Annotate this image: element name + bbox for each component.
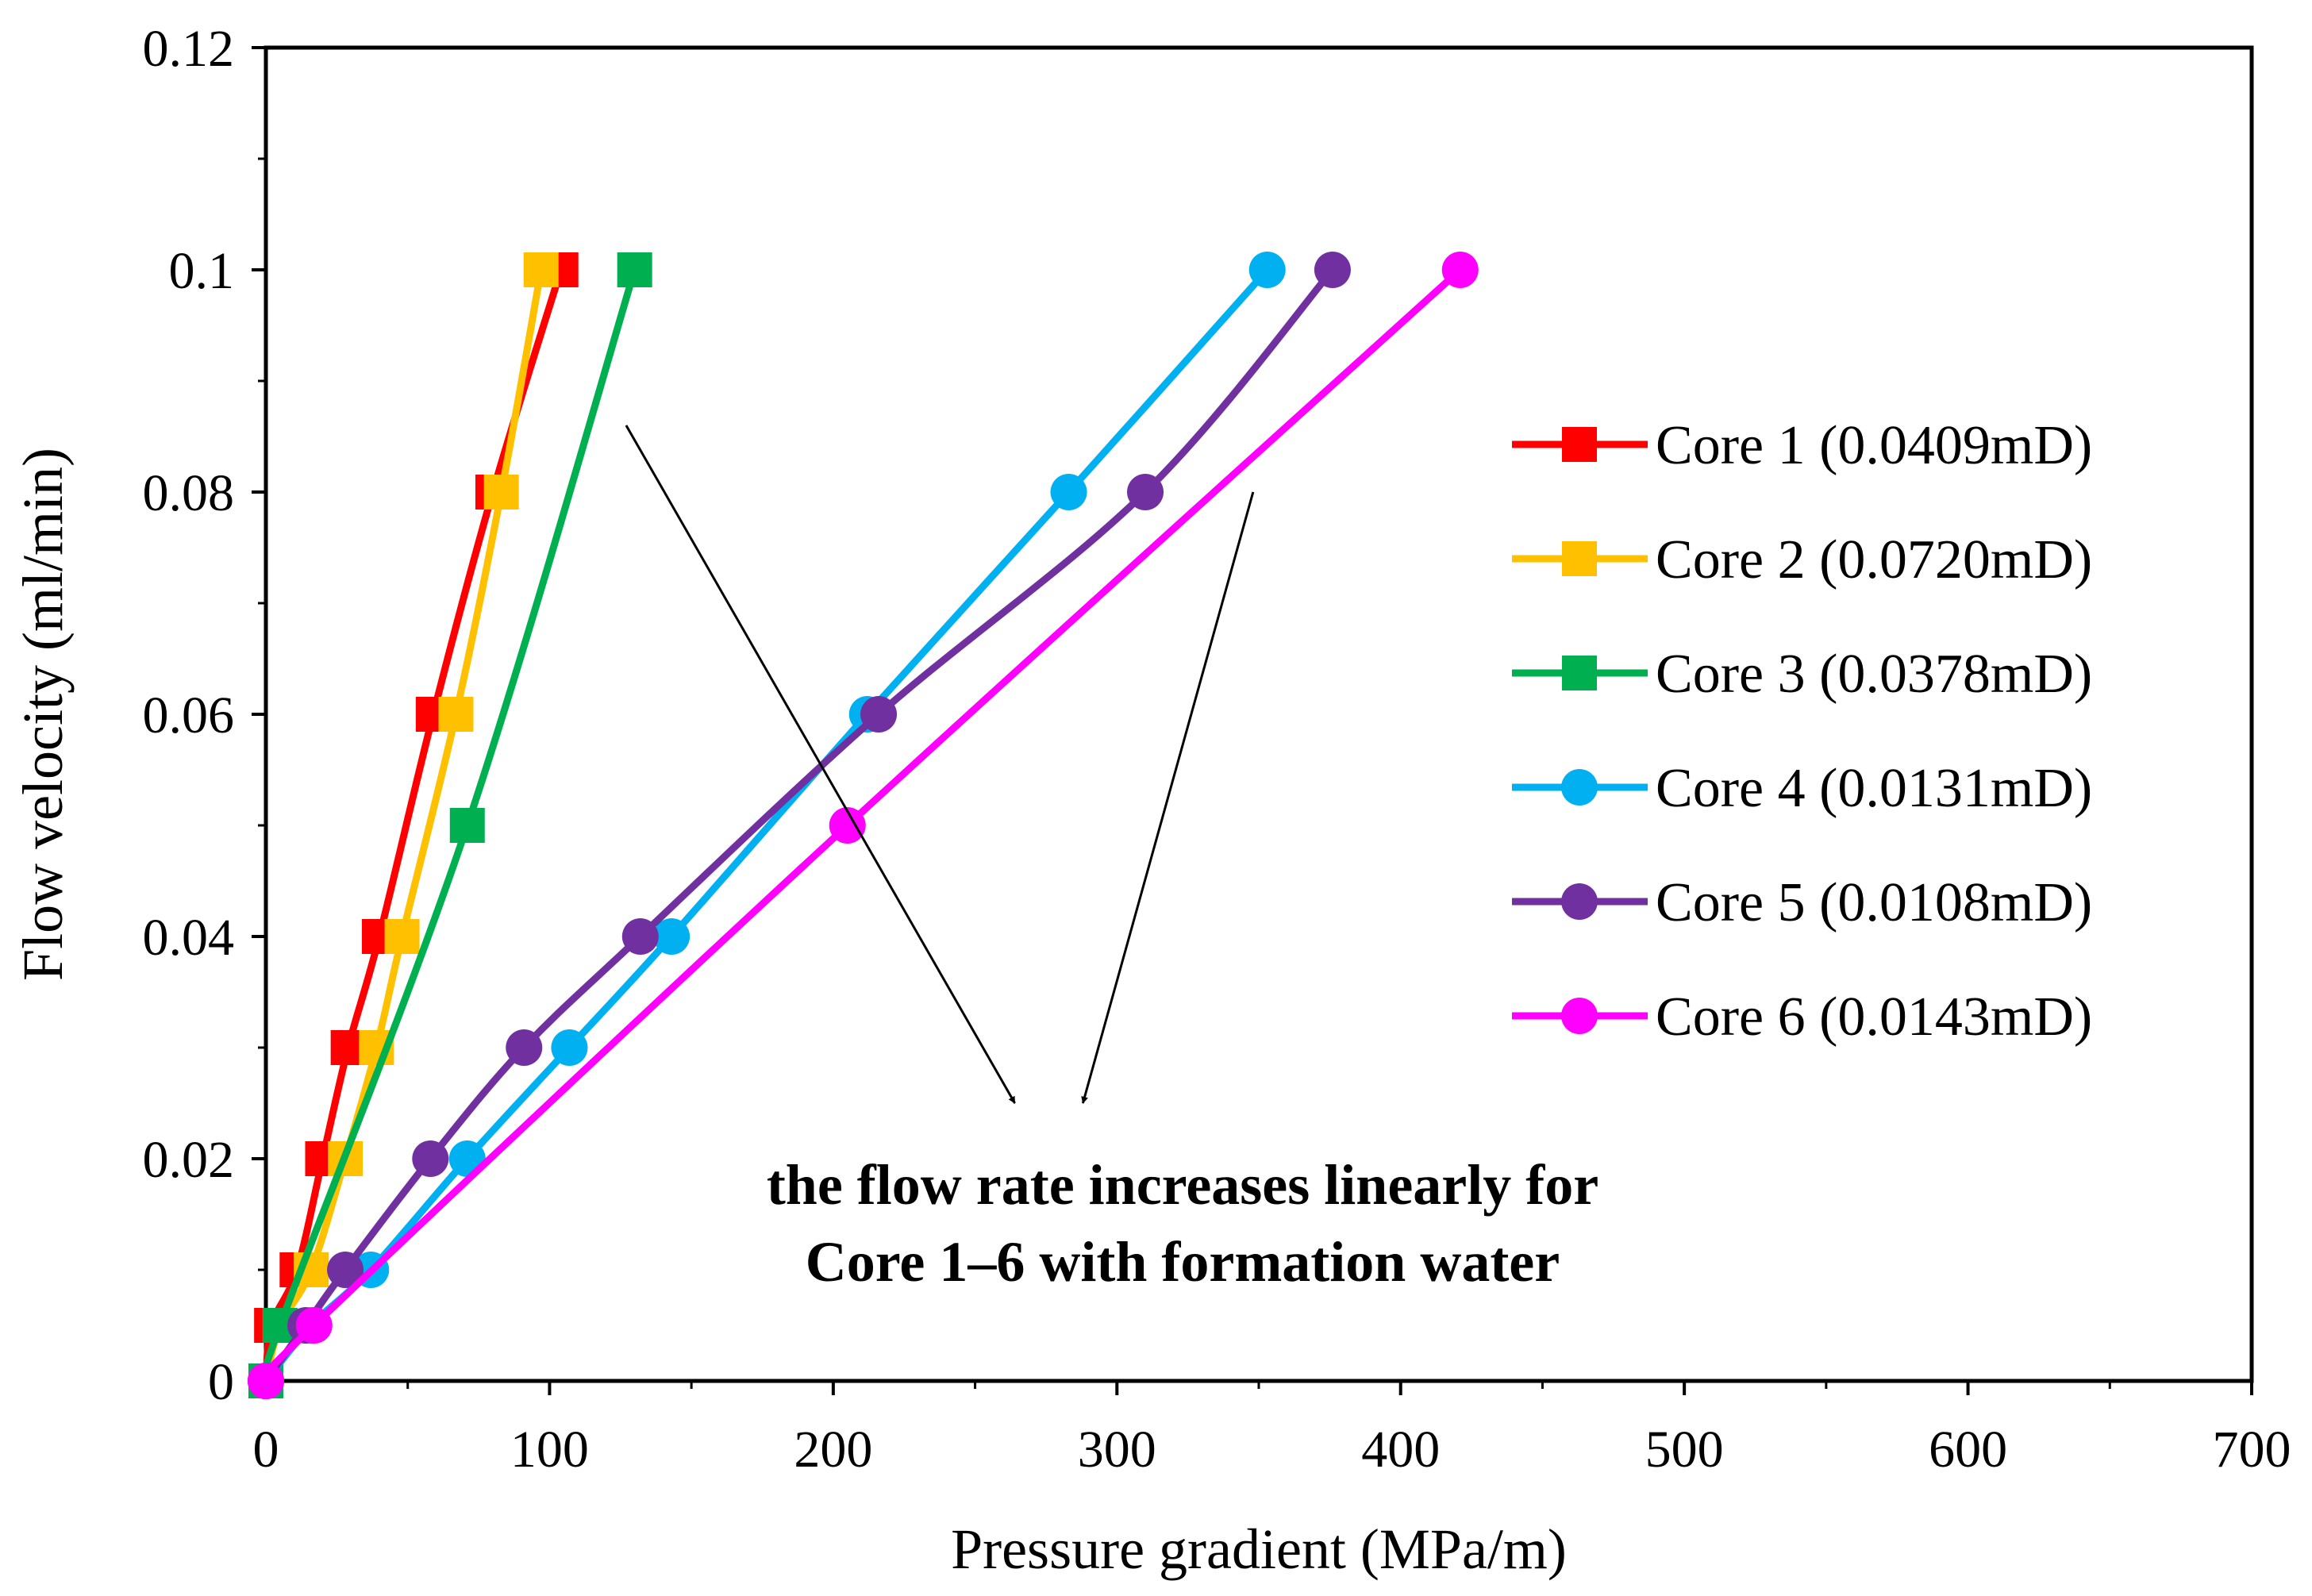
data-point-core-6 [248, 1363, 284, 1399]
legend-item-core-1: Core 1 (0.0409mD) [1512, 415, 2092, 476]
legend-swatch-marker [1562, 541, 1597, 576]
legend-label: Core 2 (0.0720mD) [1656, 529, 2092, 590]
legend-label: Core 5 (0.0108mD) [1656, 872, 2092, 933]
data-point-core-2 [523, 252, 559, 287]
data-point-core-4 [551, 1029, 588, 1066]
data-point-core-2 [483, 475, 519, 510]
legend-label: Core 4 (0.0131mD) [1656, 758, 2092, 819]
y-tick-label: 0.1 [169, 242, 235, 300]
legend-swatch-marker [1561, 883, 1598, 920]
x-tick-label: 500 [1645, 1421, 1724, 1479]
annotation-arrow-1 [625, 425, 1016, 1104]
x-tick-label: 600 [1929, 1421, 2007, 1479]
x-tick-label: 400 [1361, 1421, 1440, 1479]
x-tick-label: 300 [1078, 1421, 1156, 1479]
data-point-core-6 [829, 807, 866, 844]
y-axis-title: Flow velocity (ml/min) [11, 448, 75, 981]
data-point-core-4 [653, 918, 691, 955]
data-point-core-5 [1314, 252, 1351, 288]
y-tick-label: 0.08 [143, 464, 235, 522]
data-point-core-3 [617, 252, 652, 287]
legend-item-core-4: Core 4 (0.0131mD) [1512, 758, 2092, 819]
annotation-arrows [625, 425, 1255, 1104]
data-point-core-3 [449, 808, 485, 843]
data-point-core-6 [295, 1307, 333, 1344]
y-tick-label: 0.06 [143, 686, 235, 744]
data-point-core-4 [1248, 252, 1286, 288]
x-tick-label: 200 [794, 1421, 872, 1479]
legend-item-core-3: Core 3 (0.0378mD) [1512, 644, 2092, 705]
series-core-6 [248, 252, 1479, 1399]
annotation-arrow-2 [1081, 491, 1255, 1104]
data-point-core-5 [506, 1029, 543, 1066]
legend-label: Core 6 (0.0143mD) [1656, 986, 2092, 1048]
legend-item-core-2: Core 2 (0.0720mD) [1512, 529, 2092, 590]
data-point-core-5 [1127, 474, 1164, 510]
data-point-core-5 [860, 696, 898, 733]
annotation-line-1: the flow rate increases linearly for [767, 1153, 1598, 1217]
data-point-core-2 [438, 697, 474, 732]
series-core-2 [248, 252, 559, 1398]
data-point-core-2 [384, 919, 420, 954]
x-tick-label: 0 [253, 1421, 279, 1479]
series-layer [248, 252, 1479, 1399]
data-point-core-5 [412, 1140, 449, 1177]
y-tick-label: 0.04 [143, 909, 235, 967]
data-point-core-4 [1050, 474, 1087, 510]
y-tick-label: 0.02 [143, 1131, 235, 1189]
legend-item-core-5: Core 5 (0.0108mD) [1512, 872, 2092, 933]
legend-swatch-marker [1561, 769, 1598, 806]
data-point-core-5 [621, 918, 659, 955]
legend-label: Core 1 (0.0409mD) [1656, 415, 2092, 476]
y-tick-label: 0.12 [143, 20, 235, 78]
legend: Core 1 (0.0409mD) Core 2 (0.0720mD) Core 3… [1512, 415, 2092, 1048]
x-tick-label: 700 [2213, 1421, 2291, 1479]
x-axis-ticks: 0 100 200 300 400 500 600 700 [253, 1381, 2291, 1479]
annotation-line-2: Core 1–6 with formation water [806, 1230, 1560, 1294]
legend-swatch-marker [1562, 656, 1597, 690]
legend-label: Core 3 (0.0378mD) [1656, 644, 2092, 705]
x-tick-label: 100 [510, 1421, 589, 1479]
legend-item-core-6: Core 6 (0.0143mD) [1512, 986, 2092, 1048]
data-point-core-5 [327, 1252, 364, 1288]
y-axis-ticks: 0 0.02 0.04 0.06 0.08 0.1 0.12 [143, 20, 266, 1411]
legend-swatch-marker [1562, 427, 1597, 462]
x-axis-title: Pressure gradient (MPa/m) [951, 1517, 1567, 1581]
data-point-core-6 [1441, 252, 1479, 288]
legend-swatch-marker [1561, 998, 1598, 1034]
y-tick-label: 0 [208, 1353, 234, 1411]
